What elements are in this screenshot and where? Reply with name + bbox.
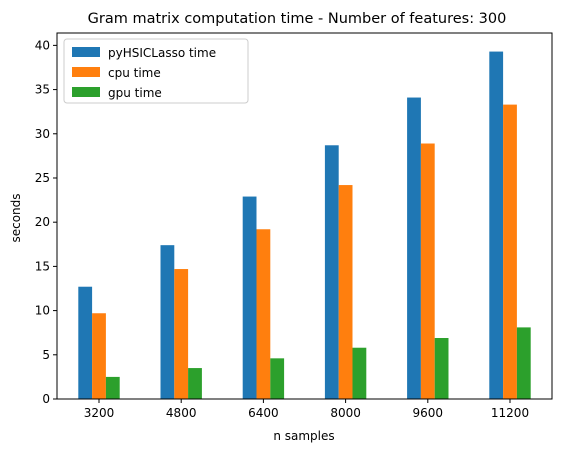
y-tick-label: 20 <box>35 215 50 229</box>
bar-pyhsiclasso-time-4800 <box>160 245 175 399</box>
x-tick-label: 8000 <box>330 406 361 420</box>
bar-cpu-time-4800 <box>174 269 189 399</box>
y-tick-label: 5 <box>42 348 50 362</box>
bar-pyhsiclasso-time-8000 <box>324 145 339 399</box>
legend-label: cpu time <box>108 66 161 80</box>
legend: pyHSICLasso time cpu time gpu time <box>63 38 249 104</box>
bar-cpu-time-3200 <box>92 313 106 399</box>
y-tick-label: 30 <box>35 127 50 141</box>
y-axis-label: seconds <box>9 193 23 242</box>
y-tick-label: 0 <box>42 392 50 406</box>
chart-title: Gram matrix computation time - Number of… <box>88 11 507 27</box>
bar-gpu-time-11200 <box>516 327 531 399</box>
legend-label: gpu time <box>108 86 162 100</box>
bar-gpu-time-3200 <box>105 376 120 399</box>
bar-pyhsiclasso-time-11200 <box>489 51 504 399</box>
bar-gpu-time-6400 <box>270 358 285 399</box>
x-tick-label: 6400 <box>248 406 279 420</box>
x-tick-label: 11200 <box>491 406 529 420</box>
bar-gpu-time-8000 <box>352 347 367 399</box>
y-tick-label: 10 <box>35 304 50 318</box>
bar-pyhsiclasso-time-9600 <box>407 97 421 399</box>
y-tick-label: 35 <box>35 83 50 97</box>
legend-box <box>63 38 249 104</box>
bar-pyhsiclasso-time-3200 <box>78 286 93 399</box>
bar-gpu-time-9600 <box>434 338 449 399</box>
y-tick-label: 15 <box>35 259 50 273</box>
bar-cpu-time-11200 <box>503 104 517 400</box>
bar-pyhsiclasso-time-6400 <box>242 196 257 399</box>
y-tick-label: 25 <box>35 171 50 185</box>
bar-cpu-time-9600 <box>420 143 435 399</box>
bar-cpu-time-8000 <box>338 185 353 399</box>
x-axis-label: n samples <box>273 429 334 443</box>
plot-area: 3200 4800 6400 8000 9600 11200 0 5 10 15 20 25 30 35 4… <box>35 32 553 420</box>
plot-frame <box>56 32 553 400</box>
x-tick-label: 3200 <box>84 406 115 420</box>
bar-gpu-time-4800 <box>188 368 202 399</box>
legend-label: pyHSICLasso time <box>108 46 216 60</box>
legend-swatch <box>72 47 100 57</box>
y-tick-label: 40 <box>35 38 50 52</box>
x-tick-label: 4800 <box>166 406 197 420</box>
legend-swatch <box>72 67 100 77</box>
bar-cpu-time-6400 <box>256 229 271 399</box>
x-tick-label: 9600 <box>413 406 444 420</box>
legend-swatch <box>72 87 100 97</box>
